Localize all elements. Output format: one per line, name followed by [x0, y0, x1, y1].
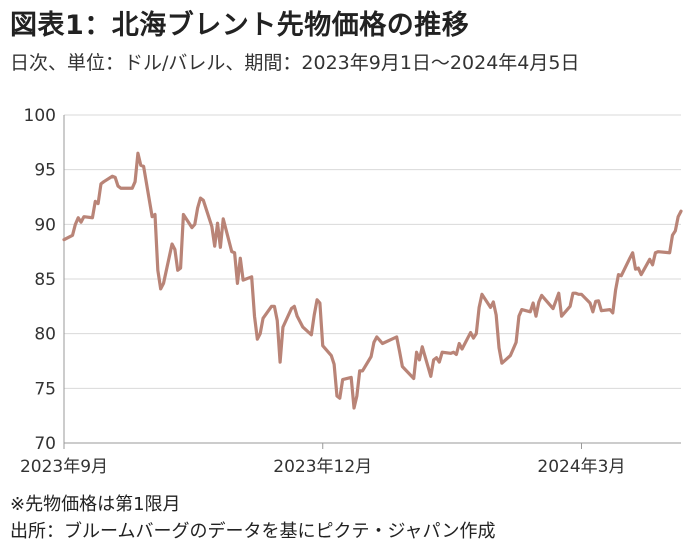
- y-tick-label-90: 90: [34, 215, 56, 235]
- y-tick-label-75: 75: [34, 379, 56, 399]
- series-layer: [62, 151, 683, 410]
- y-tick-label-80: 80: [34, 325, 56, 345]
- y-tick-label-100: 100: [24, 106, 56, 126]
- chart-title: 図表1：北海ブレント先物価格の推移: [10, 10, 470, 41]
- y-axis: 70 75 80 85 90 95 100: [24, 106, 65, 454]
- x-tick-label-2: 2024年3月: [537, 457, 625, 477]
- y-tick-label-95: 95: [34, 161, 56, 181]
- x-tick-label-0: 2023年9月: [20, 457, 108, 477]
- chart-subtitle: 日次、単位：ドル/バレル、期間：2023年9月1日～2024年4月5日: [10, 52, 580, 74]
- gridlines: [64, 114, 681, 389]
- x-axis: 2023年9月 2023年12月 2024年3月: [20, 442, 681, 477]
- x-tick-label-1: 2023年12月: [273, 457, 372, 477]
- source-note: 出所：ブルームバーグのデータを基にピクテ・ジャパン作成: [10, 521, 496, 542]
- y-tick-label-70: 70: [34, 434, 56, 454]
- series-line-brent: [62, 151, 683, 410]
- line-chart: 70 75 80 85 90 95 100 2023年9月 2023年12月 2024年3月: [20, 106, 683, 477]
- y-tick-label-85: 85: [34, 270, 56, 290]
- futures-note: ※先物価格は第1限月: [10, 494, 181, 515]
